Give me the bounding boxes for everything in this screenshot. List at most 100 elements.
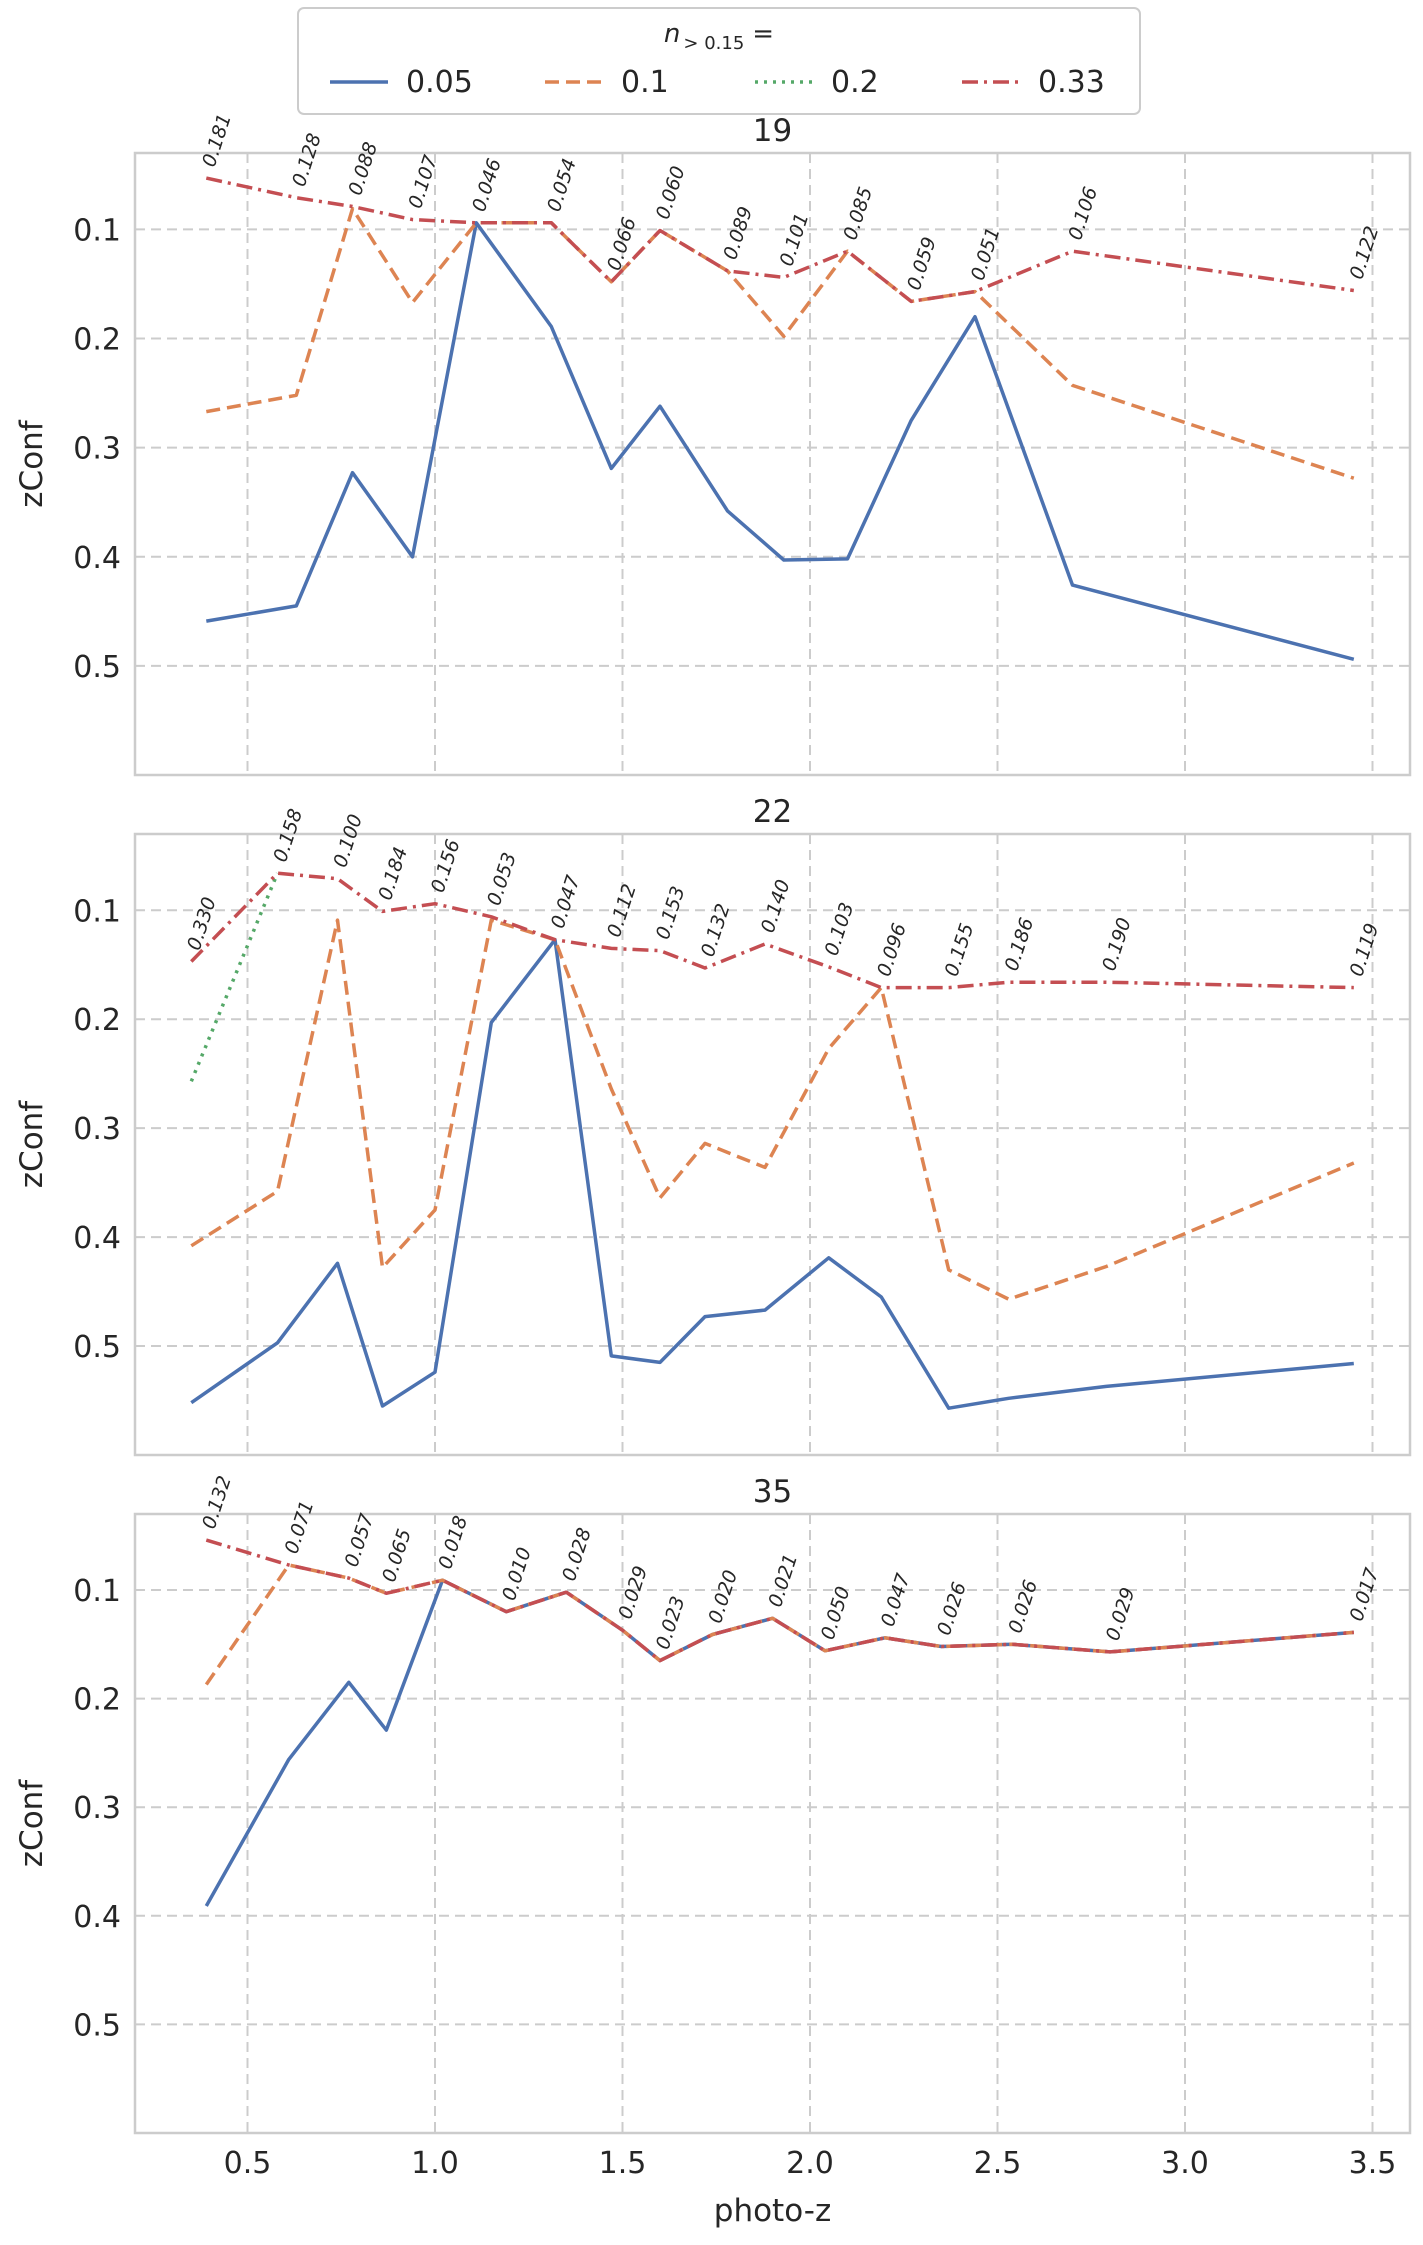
point-annotation: 0.156 bbox=[427, 837, 465, 896]
y-tick-label: 0.5 bbox=[73, 650, 121, 685]
y-tick-label: 0.4 bbox=[73, 1221, 121, 1256]
panel-title: 22 bbox=[753, 794, 792, 830]
axes-frame bbox=[133, 832, 1412, 1457]
legend-title: n > 0.15 = bbox=[664, 19, 774, 54]
x-tick-label: 3.5 bbox=[1349, 2146, 1397, 2181]
series-line-0.33 bbox=[190, 871, 1354, 990]
series-line-0.05 bbox=[206, 221, 1355, 661]
point-annotation: 0.153 bbox=[652, 884, 690, 943]
point-annotation: 0.330 bbox=[183, 894, 221, 953]
point-annotation: 0.066 bbox=[603, 215, 641, 274]
y-tick-label: 0.3 bbox=[73, 432, 121, 467]
series-line-0.1 bbox=[190, 918, 1355, 1301]
panel-35: 0.1 0.2 0.3 0.4 0.5 0.132 0.071 0.057 0.065 0.018… bbox=[14, 1473, 1412, 2229]
point-annotation: 0.132 bbox=[198, 1473, 236, 1532]
y-tick-label: 0.4 bbox=[73, 1900, 121, 1935]
y-axis-label: zConf bbox=[14, 1100, 50, 1189]
legend-entries: 0.05 0.1 0.2 0.33 bbox=[330, 65, 1105, 100]
y-axis-label: zConf bbox=[14, 1779, 50, 1868]
legend-label-0.33: 0.33 bbox=[1038, 65, 1105, 100]
point-annotation: 0.106 bbox=[1064, 184, 1102, 243]
point-annotation: 0.059 bbox=[903, 234, 941, 293]
x-tick-label: 0.5 bbox=[224, 2146, 272, 2181]
y-tick-label: 0.1 bbox=[73, 894, 121, 929]
point-annotation: 0.026 bbox=[1004, 1577, 1042, 1636]
point-annotation: 0.181 bbox=[198, 111, 236, 170]
point-annotation: 0.057 bbox=[341, 1511, 379, 1570]
point-annotation: 0.085 bbox=[839, 184, 877, 243]
y-tick-label: 0.3 bbox=[73, 1791, 121, 1826]
point-annotation: 0.100 bbox=[329, 812, 367, 871]
y-tick-label: 0.5 bbox=[73, 2008, 121, 2043]
x-tick-label: 2.5 bbox=[974, 2146, 1022, 2181]
series-line-0.33 bbox=[205, 1538, 1354, 1663]
point-annotation: 0.020 bbox=[704, 1568, 742, 1627]
point-annotation: 0.018 bbox=[434, 1513, 472, 1572]
axes-frame bbox=[133, 1512, 1412, 2135]
point-annotation: 0.047 bbox=[547, 873, 585, 932]
legend-title-subscript: > 0.15 bbox=[683, 33, 744, 54]
y-tick-label: 0.2 bbox=[73, 1003, 121, 1038]
point-annotation: 0.054 bbox=[543, 156, 581, 215]
point-annotation: 0.021 bbox=[764, 1551, 802, 1610]
point-annotation: 0.051 bbox=[967, 225, 1005, 284]
point-annotation: 0.122 bbox=[1346, 223, 1384, 282]
point-annotation: 0.029 bbox=[1102, 1585, 1140, 1644]
legend-label-0.05: 0.05 bbox=[406, 65, 473, 100]
point-annotation: 0.023 bbox=[652, 1594, 690, 1653]
point-annotation: 0.184 bbox=[374, 844, 412, 903]
legend-label-0.1: 0.1 bbox=[621, 65, 669, 100]
series-line-0.05 bbox=[204, 1578, 1354, 1907]
panel-title: 35 bbox=[753, 1474, 792, 1510]
x-axis-label: photo-z bbox=[714, 2193, 831, 2229]
x-tick-label: 1.0 bbox=[411, 2146, 459, 2181]
point-annotation: 0.101 bbox=[776, 210, 814, 269]
point-annotation: 0.050 bbox=[817, 1584, 855, 1643]
y-tick-label: 0.5 bbox=[73, 1330, 121, 1365]
x-tick-label: 2.0 bbox=[786, 2146, 834, 2181]
point-annotation: 0.119 bbox=[1346, 921, 1384, 980]
point-annotation: 0.186 bbox=[1001, 915, 1039, 974]
y-tick-label: 0.2 bbox=[73, 1683, 121, 1718]
point-annotation: 0.103 bbox=[821, 900, 859, 959]
point-annotation: 0.107 bbox=[404, 153, 442, 212]
x-tick-label: 3.0 bbox=[1161, 2146, 1209, 2181]
point-annotation: 0.190 bbox=[1098, 915, 1136, 974]
point-annotation: 0.029 bbox=[614, 1563, 652, 1622]
axes-frame bbox=[133, 151, 1412, 777]
y-axis-label: zConf bbox=[14, 419, 50, 508]
point-annotation: 0.053 bbox=[483, 850, 521, 909]
point-annotation: 0.065 bbox=[378, 1526, 416, 1585]
point-annotation: 0.017 bbox=[1346, 1565, 1384, 1624]
point-annotation: 0.140 bbox=[757, 877, 795, 936]
series-line-0.1 bbox=[205, 206, 1355, 480]
panels-group: 0.1 0.2 0.3 0.4 0.5 0.181 0.128 0.088 0.107 0.046… bbox=[14, 111, 1412, 2229]
point-annotation: 0.158 bbox=[269, 806, 307, 865]
point-annotation: 0.047 bbox=[877, 1571, 915, 1630]
series-line-0.2 bbox=[189, 872, 280, 1082]
point-annotation: 0.071 bbox=[281, 1498, 319, 1557]
legend-title-equals: = bbox=[752, 19, 774, 49]
point-annotation: 0.089 bbox=[719, 204, 757, 263]
point-annotation: 0.060 bbox=[652, 163, 690, 222]
y-tick-label: 0.2 bbox=[73, 323, 121, 358]
point-annotation: 0.026 bbox=[933, 1579, 971, 1638]
series-line-0.05 bbox=[190, 937, 1354, 1410]
panel-19: 0.1 0.2 0.3 0.4 0.5 0.181 0.128 0.088 0.107 0.046… bbox=[14, 111, 1412, 777]
point-annotation: 0.010 bbox=[498, 1545, 536, 1604]
legend-frame bbox=[297, 7, 1141, 115]
point-annotation: 0.096 bbox=[873, 921, 911, 980]
point-annotation: 0.028 bbox=[558, 1525, 596, 1584]
legend: n > 0.15 = 0.05 0.1 0.2 0.33 bbox=[297, 7, 1141, 115]
point-annotation: 0.088 bbox=[344, 139, 382, 198]
y-tick-label: 0.4 bbox=[73, 541, 121, 576]
panel-title: 19 bbox=[753, 113, 792, 149]
legend-title-n: n bbox=[664, 19, 680, 49]
y-tick-label: 0.1 bbox=[73, 1574, 121, 1609]
legend-label-0.2: 0.2 bbox=[831, 65, 879, 100]
point-annotation: 0.046 bbox=[468, 156, 506, 215]
y-tick-label: 0.1 bbox=[73, 213, 121, 248]
y-tick-label: 0.3 bbox=[73, 1112, 121, 1147]
